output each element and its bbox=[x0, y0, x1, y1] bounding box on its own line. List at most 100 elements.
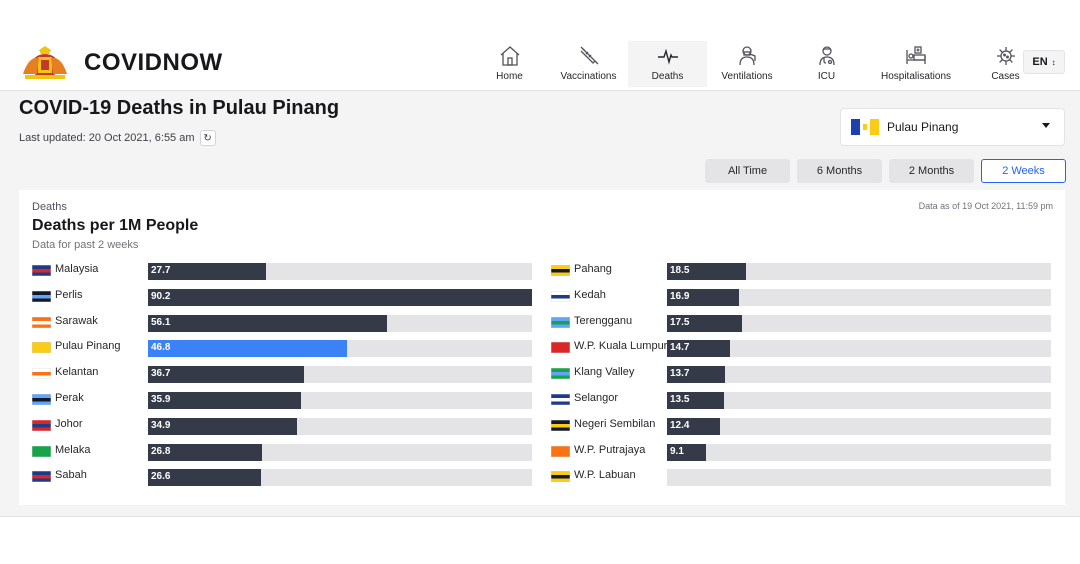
bar-value: 26.6 bbox=[151, 471, 171, 483]
bar-label: Klang Valley bbox=[574, 366, 635, 379]
header: COVIDNOW Home Vaccinations Deaths Ventil… bbox=[0, 38, 1080, 91]
bar-fill: 36.7 bbox=[148, 366, 305, 384]
bar-fill: 18.5 bbox=[667, 263, 746, 280]
bar-value: 9.1 bbox=[670, 445, 684, 457]
bar-value: 13.7 bbox=[670, 368, 690, 380]
bar-track: 16.9 bbox=[667, 288, 1051, 306]
bar-label: Pahang bbox=[574, 263, 612, 275]
period-tabs: All Time 6 Months 2 Months 2 Weeks bbox=[705, 159, 1066, 183]
malaysia-flag-icon bbox=[32, 265, 51, 276]
bar-value: 26.8 bbox=[151, 445, 171, 457]
nav-vaccinations[interactable]: Vaccinations bbox=[549, 41, 628, 87]
bar-label: Perak bbox=[55, 391, 84, 404]
bar-label: Pulau Pinang bbox=[55, 340, 121, 353]
bar-label: Melaka bbox=[55, 443, 91, 456]
nav-label: Hospitalisations bbox=[880, 71, 952, 82]
heartbeat-icon bbox=[657, 48, 678, 65]
tab-2-weeks[interactable]: 2 Weeks bbox=[981, 159, 1066, 183]
nav-cases[interactable]: Cases bbox=[966, 41, 1045, 87]
bar-fill: 12.4 bbox=[667, 417, 720, 435]
deaths-per-million-card: Deaths Deaths per 1M People Data for pas… bbox=[19, 190, 1065, 505]
bar-track: 35.9 bbox=[148, 391, 532, 409]
state-select-value: Pulau Pinang bbox=[887, 120, 959, 134]
last-updated: Last updated: 20 Oct 2021, 6:55 am ↻ bbox=[19, 130, 216, 146]
bar-value: 46.8 bbox=[151, 342, 171, 354]
main-nav: Home Vaccinations Deaths Ventilations IC… bbox=[470, 41, 1045, 87]
nav-home[interactable]: Home bbox=[470, 41, 549, 87]
refresh-button[interactable]: ↻ bbox=[199, 130, 216, 146]
perlis-flag-icon bbox=[32, 290, 51, 302]
bar-fill: 26.8 bbox=[148, 443, 263, 461]
updown-icon: ↕ bbox=[1051, 57, 1056, 67]
bar-fill: 17.5 bbox=[667, 314, 742, 332]
bar-value: 13.5 bbox=[670, 393, 690, 405]
nav-ventilations[interactable]: Ventilations bbox=[707, 41, 787, 87]
bar-track: 26.8 bbox=[148, 443, 532, 461]
bar-value: 27.7 bbox=[151, 265, 171, 276]
bar-fill: 90.2 bbox=[148, 288, 532, 306]
bar-label: Selangor bbox=[574, 391, 619, 404]
negeri-sembilan-flag-icon bbox=[551, 419, 570, 431]
bar-value: 90.2 bbox=[151, 290, 171, 302]
state-select[interactable]: Pulau Pinang bbox=[840, 108, 1065, 146]
bar-label: Terengganu bbox=[574, 314, 633, 327]
home-icon bbox=[500, 46, 519, 66]
bar-value: 34.9 bbox=[151, 419, 171, 431]
nav-deaths[interactable]: Deaths bbox=[628, 41, 707, 87]
nav-label: Cases bbox=[991, 71, 1020, 82]
bar-track: 18.5 bbox=[667, 263, 1051, 280]
bar-track: 13.7 bbox=[667, 366, 1051, 384]
bar-track: 14.7 bbox=[667, 340, 1051, 358]
card-title: Deaths per 1M People bbox=[32, 217, 199, 234]
bar-track: 56.1 bbox=[148, 314, 532, 332]
bar-value: 35.9 bbox=[151, 393, 171, 405]
card-subtitle: Data for past 2 weeks bbox=[32, 239, 139, 251]
bar-label: Malaysia bbox=[55, 263, 99, 275]
tab-6-months[interactable]: 6 Months bbox=[797, 159, 882, 183]
bar-value: 14.7 bbox=[670, 342, 690, 354]
bar-label: W.P. Labuan bbox=[574, 469, 636, 482]
bar-label: Sabah bbox=[55, 469, 87, 482]
page-title: COVID-19 Deaths in Pulau Pinang bbox=[19, 97, 340, 119]
bar-track: 34.9 bbox=[148, 417, 532, 435]
doctor-icon bbox=[818, 46, 835, 66]
bar-fill: 13.5 bbox=[667, 391, 725, 409]
bar-value: 16.9 bbox=[670, 290, 690, 302]
tab-2-months[interactable]: 2 Months bbox=[889, 159, 974, 183]
kelantan-flag-icon bbox=[32, 368, 51, 380]
bar-fill: 14.7 bbox=[667, 340, 730, 358]
pahang-flag-icon bbox=[551, 265, 570, 276]
brand-title: COVIDNOW bbox=[84, 49, 223, 76]
w-p-putrajaya-flag-icon bbox=[551, 445, 570, 457]
nav-hospitalisations[interactable]: Hospitalisations bbox=[866, 41, 966, 87]
syringe-icon bbox=[580, 46, 598, 65]
bar-value: 36.7 bbox=[151, 368, 171, 380]
bar-label: Sarawak bbox=[55, 314, 98, 327]
caret-down-icon bbox=[1042, 123, 1050, 128]
bar-track: 26.6 bbox=[148, 469, 532, 487]
bar-label: Kedah bbox=[574, 288, 606, 301]
bar-fill: 16.9 bbox=[667, 288, 739, 306]
tab-all-time[interactable]: All Time bbox=[705, 159, 790, 183]
sarawak-flag-icon bbox=[32, 316, 51, 328]
selangor-flag-icon bbox=[551, 393, 570, 405]
coat-of-arms-logo bbox=[23, 46, 67, 79]
ventilator-icon bbox=[739, 46, 756, 66]
bar-fill: 26.6 bbox=[148, 469, 262, 487]
top-spacer bbox=[0, 0, 1080, 38]
kedah-flag-icon bbox=[551, 290, 570, 302]
language-value: EN bbox=[1032, 56, 1048, 68]
bar-fill: 27.7 bbox=[148, 263, 266, 280]
johor-flag-icon bbox=[32, 419, 51, 431]
pulau-pinang-flag-icon bbox=[32, 342, 51, 354]
w-p-labuan-flag-icon bbox=[551, 471, 570, 483]
bar-track bbox=[667, 469, 1051, 487]
footer-divider bbox=[0, 516, 1080, 517]
bar-label: Johor bbox=[55, 417, 83, 430]
bar-track: 46.8 bbox=[148, 340, 532, 358]
bar-track: 12.4 bbox=[667, 417, 1051, 435]
language-select[interactable]: EN ↕ bbox=[1023, 50, 1065, 74]
bar-track: 13.5 bbox=[667, 391, 1051, 409]
nav-label: Vaccinations bbox=[560, 71, 617, 82]
nav-icu[interactable]: ICU bbox=[787, 41, 866, 87]
